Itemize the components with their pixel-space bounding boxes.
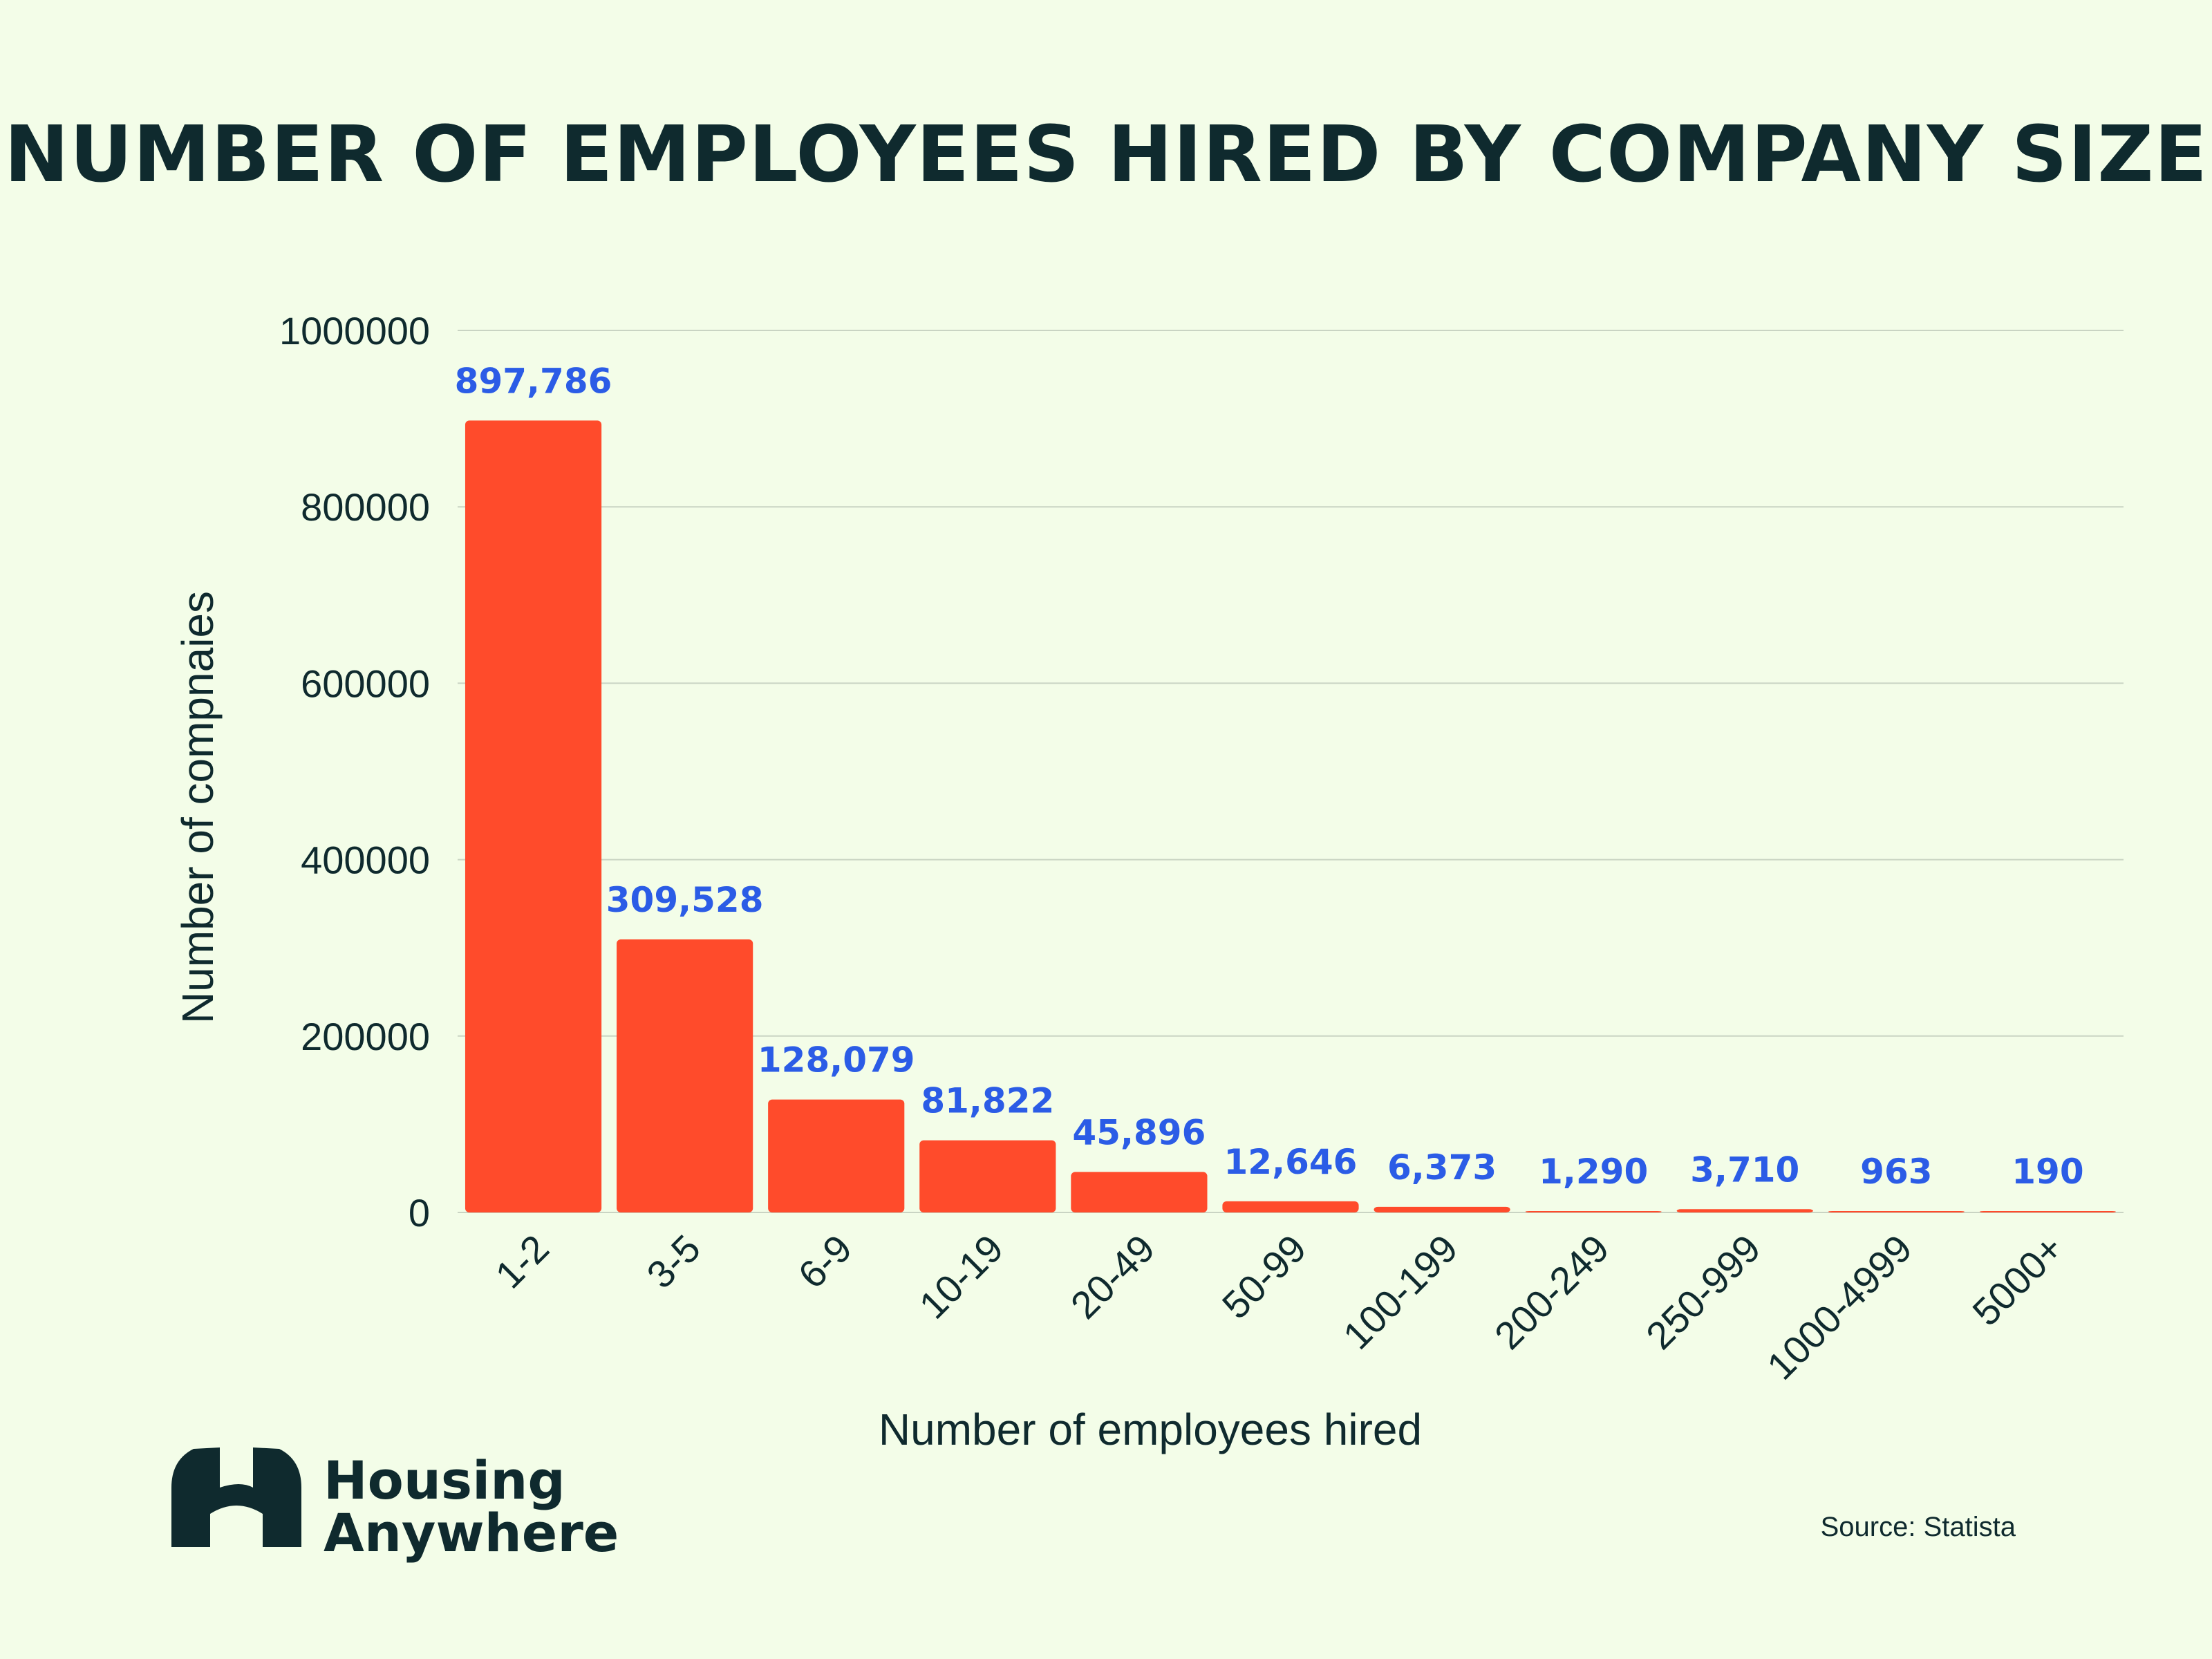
- data-label: 12,646: [1224, 1142, 1358, 1182]
- x-tick-label: 5000+: [1964, 1226, 2072, 1334]
- data-label: 190: [2012, 1152, 2083, 1192]
- data-label: 1,290: [1539, 1152, 1648, 1192]
- x-tick-label: 200-249: [1486, 1226, 1618, 1358]
- data-label: 897,786: [455, 361, 612, 401]
- x-tick-label: 20-49: [1062, 1226, 1163, 1327]
- x-tick-label: 3-5: [638, 1226, 709, 1297]
- x-tick-label: 50-99: [1214, 1226, 1315, 1327]
- chart-title: NUMBER OF EMPLOYEES HIRED BY COMPANY SIZ…: [4, 110, 2208, 200]
- y-axis-label: Number of compnaies: [173, 591, 223, 1024]
- logo-line2: Anywhere: [324, 1502, 619, 1564]
- y-tick-label: 600000: [301, 662, 430, 705]
- x-tick-label: 1000-4999: [1759, 1226, 1920, 1388]
- y-tick-label: 0: [409, 1191, 430, 1235]
- x-tick-label: 6-9: [789, 1226, 860, 1297]
- bar-200-249: [1525, 1211, 1662, 1212]
- y-tick-label: 400000: [301, 838, 430, 882]
- bar-3-5: [617, 939, 753, 1212]
- x-tick-label: 1-2: [487, 1226, 557, 1297]
- x-tick-label: 250-999: [1638, 1226, 1769, 1358]
- x-axis-label: Number of employees hired: [879, 1405, 1422, 1454]
- data-label: 309,528: [606, 880, 764, 920]
- bar-5000+: [1979, 1211, 2117, 1212]
- data-label: 81,822: [921, 1081, 1054, 1121]
- x-axis-ticks: 1-2 3-5 6-9 10-19 20-49 50-99 100-199 200-249 25…: [487, 1226, 2072, 1388]
- bar-1-2: [465, 420, 602, 1212]
- y-tick-label: 800000: [301, 485, 430, 529]
- y-tick-label: 200000: [301, 1015, 430, 1058]
- y-tick-label: 1000000: [279, 309, 430, 353]
- data-label: 128,079: [758, 1040, 915, 1080]
- housing-anywhere-logo-icon: [171, 1447, 301, 1547]
- logo-line1: Housing: [324, 1450, 565, 1511]
- bar-10-19: [919, 1140, 1056, 1212]
- bar-6-9: [768, 1099, 905, 1212]
- bar-250-999: [1676, 1209, 1813, 1212]
- bar-50-99: [1222, 1201, 1359, 1212]
- data-label: 3,710: [1690, 1150, 1799, 1190]
- data-label: 45,896: [1072, 1112, 1206, 1152]
- brand-logo: Housing Anywhere: [171, 1447, 619, 1564]
- bar-1000-4999: [1828, 1211, 1965, 1212]
- x-tick-label: 10-19: [910, 1226, 1011, 1327]
- bar-20-49: [1071, 1172, 1208, 1212]
- x-tick-label: 100-199: [1335, 1226, 1466, 1358]
- bar-100-199: [1374, 1206, 1510, 1212]
- data-label: 6,373: [1387, 1147, 1497, 1188]
- source-note: Source: Statista: [1821, 1512, 2016, 1542]
- bars: [465, 420, 2117, 1212]
- y-axis-ticks: 0 200000 400000 600000 800000 1000000: [279, 309, 430, 1235]
- data-label: 963: [1860, 1152, 1932, 1192]
